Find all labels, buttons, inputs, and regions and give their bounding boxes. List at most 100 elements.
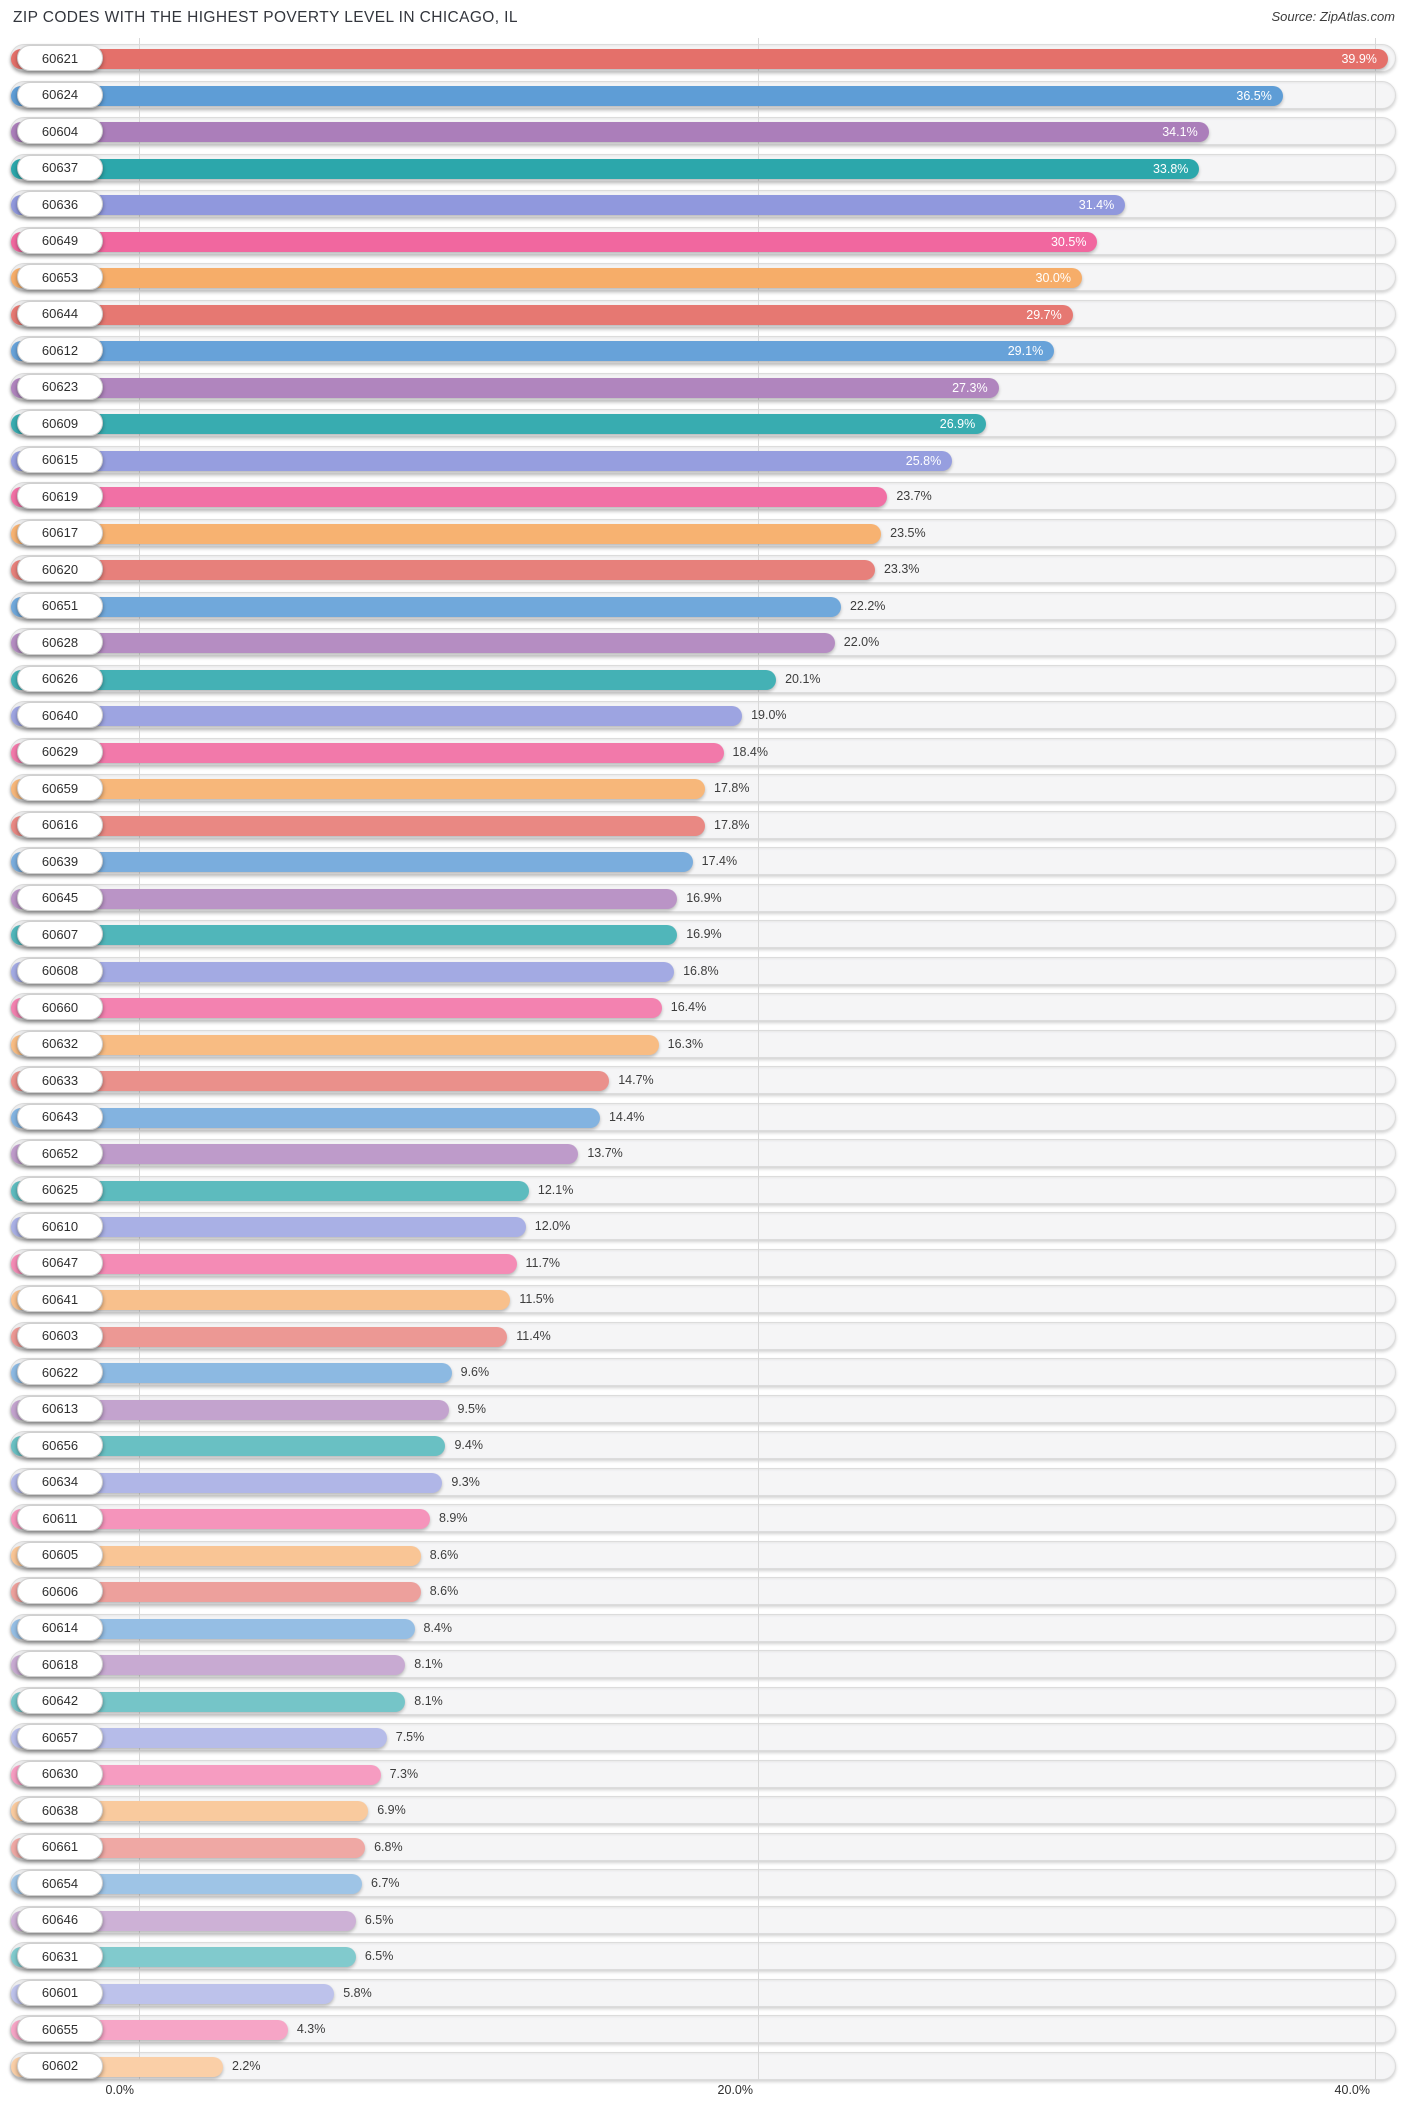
bar-track: 23.3% 60620 (10, 555, 1396, 583)
bar-row: 36.5% 60624 (10, 80, 1396, 109)
zip-pill: 60652 (17, 1140, 103, 1166)
bar-row: 6.5% 60646 (10, 1905, 1396, 1934)
value-label: 8.4% (423, 1620, 453, 1635)
bar-track: 16.8% 60608 (10, 956, 1396, 985)
bar (11, 1728, 387, 1748)
bar-track: 29.1% 60612 (10, 336, 1396, 364)
bar-row: 13.7% 60652 (10, 1139, 1396, 1167)
bar (11, 1180, 529, 1201)
zip-pill: 60615 (17, 446, 103, 473)
bar-track: 9.3% 60634 (10, 1467, 1396, 1496)
bar-track: 17.8% 60616 (10, 810, 1396, 839)
zip-pill: 60618 (17, 1651, 103, 1677)
bar-track: 5.8% 60601 (10, 1978, 1396, 2007)
bar-row: 8.6% 60605 (10, 1540, 1396, 1569)
bar-row: 8.1% 60642 (10, 1686, 1396, 1715)
bar-track: 11.7% 60647 (10, 1248, 1396, 1277)
bar-track: 12.0% 60610 (10, 1212, 1396, 1240)
gridline-20 (758, 38, 759, 2080)
bar-track: 17.8% 60659 (10, 774, 1396, 802)
bar (11, 1436, 446, 1456)
bar-row: 22.0% 60628 (10, 628, 1396, 656)
bar-row: 16.3% 60632 (10, 1029, 1396, 1058)
value-label: 9.6% (460, 1365, 490, 1379)
zip-pill: 60651 (17, 592, 103, 619)
bar-track: 30.5% 60649 (10, 226, 1396, 255)
bar (11, 1144, 579, 1164)
zip-pill: 60610 (17, 1213, 103, 1239)
bar (11, 1107, 600, 1128)
bar-row: 7.5% 60657 (10, 1723, 1396, 1751)
zip-pill: 60661 (17, 1833, 103, 1860)
zip-pill: 60645 (17, 884, 103, 911)
bar-track: 19.0% 60640 (10, 701, 1396, 729)
bar (11, 1326, 508, 1347)
value-label: 19.0% (751, 708, 787, 722)
bar-track: 23.5% 60617 (10, 518, 1396, 547)
bar (11, 1618, 415, 1639)
bar: 33.8% (11, 158, 1200, 179)
bar-track: 12.1% 60625 (10, 1175, 1396, 1204)
bar-row: 16.9% 60645 (10, 883, 1396, 912)
zip-pill: 60612 (17, 337, 103, 363)
gridline-40 (1375, 38, 1376, 2080)
bar-track: 25.8% 60615 (10, 445, 1396, 474)
bar-row: 18.4% 60629 (10, 737, 1396, 766)
bar-track: 26.9% 60609 (10, 409, 1396, 437)
bar-row: 12.0% 60610 (10, 1212, 1396, 1240)
bar-row: 14.7% 60633 (10, 1066, 1396, 1094)
value-label: 16.9% (686, 890, 722, 905)
source-credit: Source: ZipAtlas.com (1271, 9, 1395, 24)
zip-pill: 60613 (17, 1395, 103, 1422)
bar (11, 487, 888, 507)
bar-row: 23.3% 60620 (10, 555, 1396, 583)
gridline-0 (139, 38, 140, 2080)
zip-pill: 60626 (17, 665, 103, 692)
value-label: 11.4% (516, 1328, 551, 1343)
value-label: 13.7% (587, 1146, 623, 1160)
bar-track: 16.4% 60660 (10, 993, 1396, 1021)
chart-header: ZIP CODES WITH THE HIGHEST POVERTY LEVEL… (0, 0, 1406, 38)
value-label: 23.7% (896, 489, 932, 503)
value-label: 8.6% (429, 1547, 459, 1562)
bar-row: 29.7% 60644 (10, 299, 1396, 328)
zip-pill: 60657 (17, 1724, 103, 1750)
bar-track: 14.4% 60643 (10, 1102, 1396, 1131)
bar-track: 16.3% 60632 (10, 1029, 1396, 1058)
zip-pill: 60638 (17, 1797, 103, 1823)
zip-pill: 60641 (17, 1286, 103, 1312)
value-label: 5.8% (343, 1985, 372, 2000)
value-label: 9.5% (457, 1401, 487, 1416)
zip-pill: 60642 (17, 1687, 103, 1714)
zip-pill: 60653 (17, 264, 103, 290)
bar-track: 29.7% 60644 (10, 299, 1396, 328)
bar (11, 1399, 449, 1420)
bar-row: 23.7% 60619 (10, 482, 1396, 510)
bar-row: 25.8% 60615 (10, 445, 1396, 474)
bar-track: 6.5% 60646 (10, 1905, 1396, 1934)
bar-row: 11.5% 60641 (10, 1285, 1396, 1313)
zip-pill: 60655 (17, 2016, 103, 2042)
value-label: 29.7% (1026, 307, 1062, 322)
bar: 31.4% (11, 195, 1126, 215)
zip-pill: 60625 (17, 1176, 103, 1203)
bar-row: 11.7% 60647 (10, 1248, 1396, 1277)
bar-row: 6.5% 60631 (10, 1942, 1396, 1970)
zip-pill: 60611 (17, 1505, 103, 1531)
value-label: 6.7% (371, 1876, 400, 1890)
bar (11, 560, 875, 580)
bar (11, 523, 882, 544)
bar-row: 6.8% 60661 (10, 1832, 1396, 1861)
value-label: 16.3% (667, 1036, 704, 1051)
bar-row: 34.1% 60604 (10, 117, 1396, 145)
value-label: 30.5% (1050, 234, 1087, 249)
bar-row: 9.3% 60634 (10, 1467, 1396, 1496)
bar (11, 1071, 610, 1091)
bar: 27.3% (11, 377, 999, 398)
value-label: 34.1% (1162, 125, 1198, 139)
bar-track: 11.4% 60603 (10, 1321, 1396, 1350)
bar (11, 815, 706, 836)
bar-track: 31.4% 60636 (10, 190, 1396, 218)
value-label: 8.1% (414, 1657, 443, 1671)
